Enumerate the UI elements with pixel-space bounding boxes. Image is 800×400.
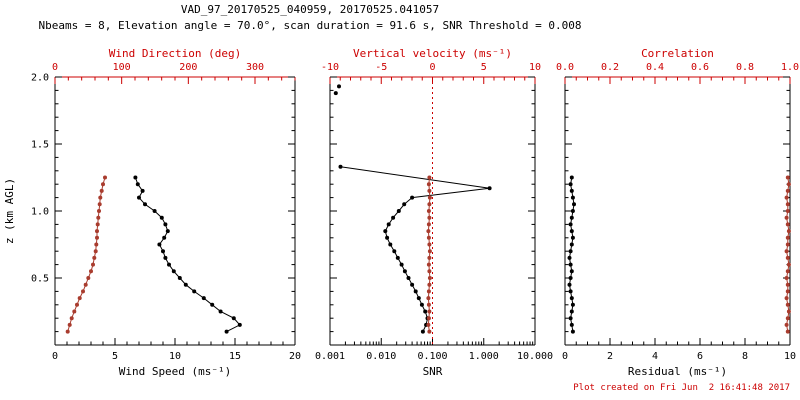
- svg-text:0.001: 0.001: [315, 351, 345, 362]
- svg-text:10: 10: [784, 351, 796, 362]
- svg-text:z (km AGL): z (km AGL): [3, 178, 16, 244]
- svg-text:1.0: 1.0: [781, 62, 799, 73]
- svg-text:15: 15: [229, 351, 241, 362]
- svg-text:0.0: 0.0: [556, 62, 574, 73]
- residual-panel: 0 2 4 6 8 10 Residual (ms⁻¹) 0.0 0.2 0.4 0.6 0.8 1.0…: [556, 47, 799, 378]
- svg-text:0: 0: [52, 62, 58, 73]
- svg-text:1.5: 1.5: [31, 140, 49, 151]
- svg-text:100: 100: [113, 62, 131, 73]
- svg-text:1.000: 1.000: [469, 351, 499, 362]
- svg-text:Wind Direction (deg): Wind Direction (deg): [109, 47, 241, 60]
- svg-text:Wind Speed (ms⁻¹): Wind Speed (ms⁻¹): [119, 365, 232, 378]
- series-wind-direction: [65, 175, 107, 334]
- svg-text:-10: -10: [321, 62, 339, 73]
- svg-text:10.000: 10.000: [517, 351, 553, 362]
- series-wind-speed: [133, 175, 242, 334]
- series-residual: [567, 175, 576, 334]
- svg-text:1.0: 1.0: [31, 207, 49, 218]
- series-snr: [338, 164, 492, 334]
- svg-text:0.8: 0.8: [736, 62, 754, 73]
- svg-text:0: 0: [562, 351, 568, 362]
- svg-text:2: 2: [607, 351, 613, 362]
- wind-panel: 0 5 10 15 20 Wind Speed (ms⁻¹) 0 100 200 300 Wind …: [3, 47, 301, 378]
- svg-text:4: 4: [652, 351, 658, 362]
- svg-text:5: 5: [112, 351, 118, 362]
- svg-text:10: 10: [169, 351, 181, 362]
- svg-text:5: 5: [481, 62, 487, 73]
- svg-text:10: 10: [529, 62, 541, 73]
- svg-text:0.010: 0.010: [366, 351, 396, 362]
- svg-text:Vertical velocity (ms⁻¹): Vertical velocity (ms⁻¹): [353, 47, 512, 60]
- svg-text:0.6: 0.6: [691, 62, 709, 73]
- svg-text:0: 0: [52, 351, 58, 362]
- plot-subtitle: Nbeams = 8, Elevation angle = 70.0°, sca…: [38, 19, 582, 32]
- svg-text:Correlation: Correlation: [641, 47, 714, 60]
- series-vertical-velocity: [426, 175, 432, 334]
- svg-text:6: 6: [697, 351, 703, 362]
- svg-text:8: 8: [742, 351, 748, 362]
- svg-text:0: 0: [429, 62, 435, 73]
- svg-text:2.0: 2.0: [31, 73, 49, 84]
- svg-text:0.100: 0.100: [417, 351, 447, 362]
- svg-text:Residual (ms⁻¹): Residual (ms⁻¹): [628, 365, 727, 378]
- snr-panel: 0.001 0.010 0.100 1.000 10.000 SNR -10 -5 0 5 10 Ve…: [315, 47, 553, 378]
- series-correlation: [784, 175, 791, 334]
- series-snr-upper-gates: [333, 84, 341, 96]
- svg-text:0.5: 0.5: [31, 274, 49, 285]
- svg-text:300: 300: [246, 62, 264, 73]
- svg-text:SNR: SNR: [423, 365, 443, 378]
- svg-text:0.4: 0.4: [646, 62, 664, 73]
- plot-title: VAD_97_20170525_040959, 20170525.041057: [180, 3, 440, 16]
- plot-created-timestamp: Plot created on Fri Jun 2 16:41:48 2017: [573, 383, 790, 393]
- svg-text:0.2: 0.2: [601, 62, 619, 73]
- svg-text:20: 20: [289, 351, 301, 362]
- svg-text:200: 200: [179, 62, 197, 73]
- svg-text:-5: -5: [375, 62, 387, 73]
